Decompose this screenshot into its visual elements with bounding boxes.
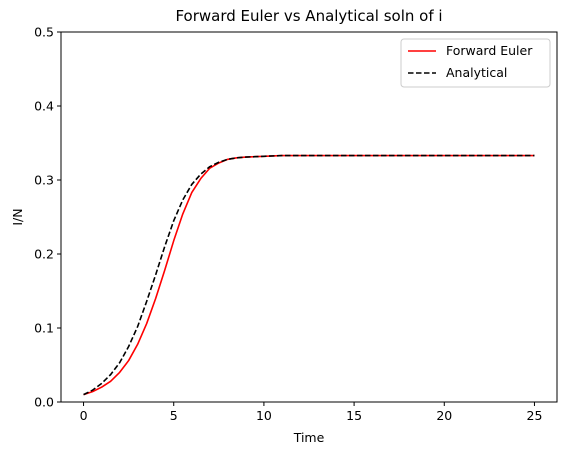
y-tick-label: 0.3 [34, 173, 54, 188]
y-tick-label: 0.5 [34, 25, 54, 40]
plot-area [61, 32, 557, 402]
x-tick-label: 0 [80, 408, 88, 423]
y-axis-ticks: 0.0 0.1 0.2 0.3 0.4 0.5 [34, 25, 61, 410]
x-tick-label: 20 [436, 408, 452, 423]
x-axis-ticks: 0 5 10 15 20 25 [80, 402, 543, 423]
legend-label-analytical: Analytical [446, 65, 507, 80]
plot-frame [60, 31, 558, 403]
y-tick-label: 0.2 [34, 247, 54, 262]
x-axis-label: Time [293, 430, 325, 445]
y-tick-label: 0.0 [34, 395, 54, 410]
series-line-analytical [83, 154, 535, 396]
y-tick-label: 0.1 [34, 321, 54, 336]
legend-box [400, 38, 551, 88]
series-layer [83, 154, 535, 396]
x-tick-label: 25 [527, 408, 543, 423]
x-tick-label: 10 [256, 408, 272, 423]
x-tick-label: 5 [170, 408, 178, 423]
x-tick-label: 15 [346, 408, 362, 423]
legend-label-forward-euler: Forward Euler [446, 43, 533, 58]
chart-title: Forward Euler vs Analytical soln of i [175, 7, 442, 25]
y-tick-label: 0.4 [34, 99, 54, 114]
legend: Forward Euler Analytical [400, 38, 551, 88]
y-axis-label: I/N [10, 208, 25, 225]
